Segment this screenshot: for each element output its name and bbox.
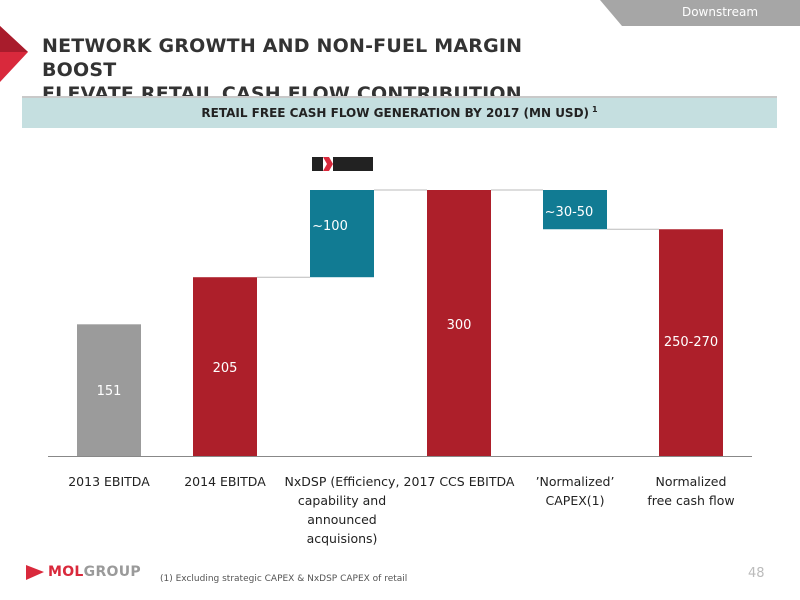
bar-3	[310, 190, 374, 278]
category-label: CAPEX(1)	[546, 493, 605, 508]
bar-6	[659, 229, 723, 456]
title-rule	[22, 96, 777, 98]
category-label: 2014 EBITDA	[184, 474, 266, 489]
category-label: capability and	[298, 493, 386, 508]
category-label: NxDSP (Efficiency,	[285, 474, 400, 489]
page-number: 48	[748, 566, 765, 581]
category-label: announced	[307, 512, 377, 527]
company-logo-mol: MOL	[48, 564, 84, 580]
data-label-3: ~100	[312, 219, 348, 234]
data-label-1: 151	[97, 384, 122, 399]
footnote: (1) Excluding strategic CAPEX & NxDSP CA…	[160, 574, 408, 584]
title-line-1: NETWORK GROWTH AND NON-FUEL MARGIN BOOST	[42, 35, 523, 81]
company-logo: MOLGROUP	[48, 564, 141, 580]
company-logo-group: GROUP	[83, 564, 141, 580]
data-label-2: 205	[213, 361, 238, 376]
category-label: Normalized	[656, 474, 727, 489]
chart-subtitle-text: RETAIL FREE CASH FLOW GENERATION BY 2017…	[201, 106, 590, 120]
bar-5	[543, 190, 607, 230]
nxdsp-logo-x-icon	[323, 157, 333, 171]
nxdsp-logo-dsp-icon	[333, 157, 373, 171]
section-tab	[600, 0, 800, 26]
section-tab-label: Downstream	[681, 5, 759, 19]
category-label: 2013 EBITDA	[68, 474, 150, 489]
mol-logo-arrow-icon	[26, 565, 44, 580]
category-label: acquisions)	[307, 531, 378, 546]
category-label: free cash flow	[647, 493, 734, 508]
nxdsp-logo-n-icon	[312, 157, 323, 171]
corner-accent-icon	[0, 26, 28, 82]
bar-2	[193, 277, 257, 456]
chart-subtitle: RETAIL FREE CASH FLOW GENERATION BY 2017…	[22, 105, 777, 120]
bar-4	[427, 190, 491, 456]
bar-1	[77, 324, 141, 456]
data-label-5: ~30-50	[545, 205, 594, 220]
data-label-4: 300	[447, 318, 472, 333]
category-label: ’Normalized’	[536, 474, 615, 489]
chart-subtitle-bar: RETAIL FREE CASH FLOW GENERATION BY 2017…	[22, 98, 777, 128]
data-label-6: 250-270	[664, 335, 718, 350]
chart-subtitle-footnote-ref: 1	[592, 105, 598, 114]
category-label: 2017 CCS EBITDA	[404, 474, 515, 489]
